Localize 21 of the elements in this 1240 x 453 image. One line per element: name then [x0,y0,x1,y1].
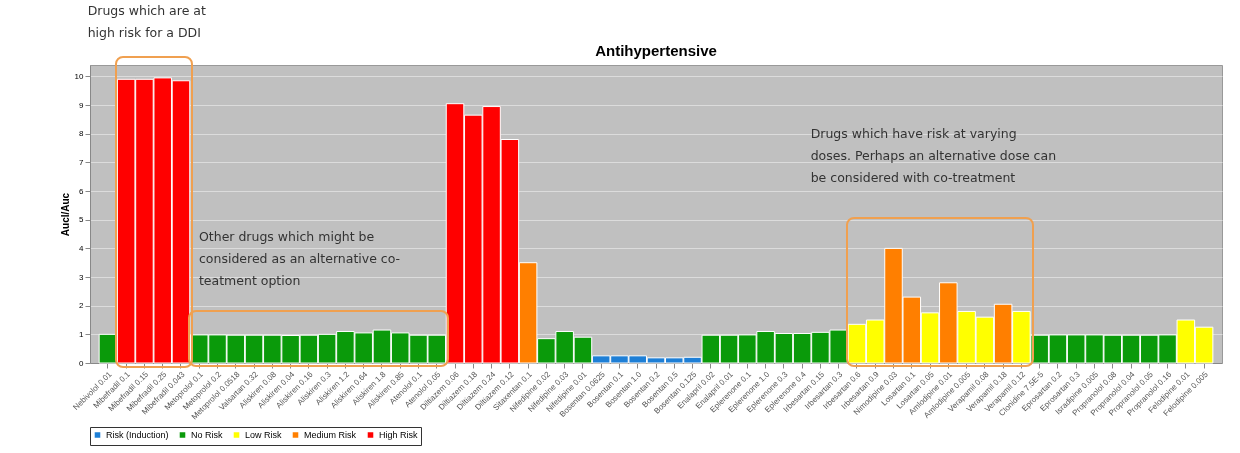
legend-label: Medium Risk [304,429,357,440]
y-tick-label: 0 [79,358,85,368]
y-tick-label: 5 [79,215,85,225]
annotation: Other drugs which might be considered as an alternative co-teatment option [198,227,402,290]
y-tick-label: 9 [79,100,85,110]
legend-label: Low Risk [245,429,283,440]
y-tick-label: 8 [79,129,85,139]
y-tick-label: 2 [79,301,85,311]
y-tick-label: 1 [79,329,85,339]
annotation: Drugs which have risk at varying doses. Perhaps an alternative dose can be considered with co-treatment [810,124,1058,187]
legend-label: High Risk [379,429,419,440]
chart-title: Antihypertensive [595,42,717,59]
legend-label: No Risk [191,429,223,440]
y-tick-label: 7 [79,157,85,167]
y-tick-label: 4 [79,243,85,253]
y-axis-title: AucI/Auc [59,192,71,237]
text: Drugs which are at high risk for a DDI [87,2,207,42]
legend-label: Risk (Induction) [106,429,169,440]
y-tick-label: 6 [79,186,85,196]
y-tick-label: 3 [79,272,85,282]
y-tick-label: 10 [74,71,85,81]
